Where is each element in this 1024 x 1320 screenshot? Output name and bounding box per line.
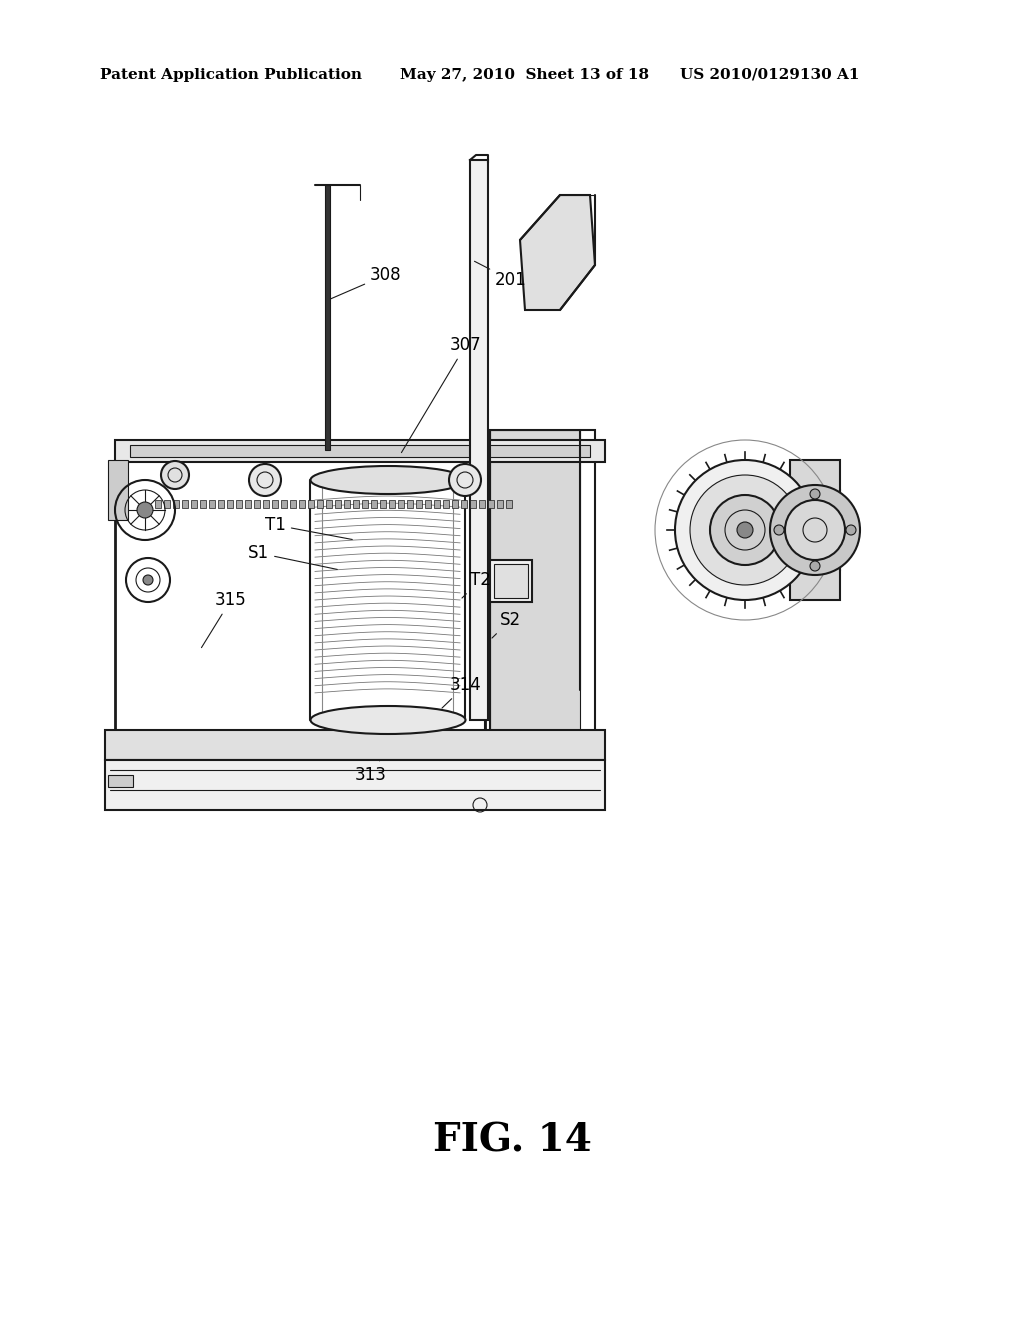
Circle shape (143, 576, 153, 585)
Bar (362, 500, 368, 508)
Circle shape (810, 561, 820, 572)
Bar (389, 500, 395, 508)
Bar (344, 500, 350, 508)
Text: FIG. 14: FIG. 14 (432, 1121, 592, 1159)
Bar (380, 500, 386, 508)
Bar (299, 500, 305, 508)
Polygon shape (520, 195, 595, 310)
Text: S1: S1 (248, 544, 337, 569)
Bar (200, 500, 206, 508)
Bar (470, 500, 476, 508)
Bar (245, 500, 251, 508)
Text: 314: 314 (442, 676, 481, 708)
Bar (105, 760, 605, 810)
Bar (263, 500, 269, 508)
Bar (443, 500, 449, 508)
Bar (209, 500, 215, 508)
Text: US 2010/0129130 A1: US 2010/0129130 A1 (680, 69, 859, 82)
Circle shape (785, 500, 845, 560)
Circle shape (810, 488, 820, 499)
Bar (434, 500, 440, 508)
Bar (182, 500, 188, 508)
Bar (790, 459, 840, 601)
Bar (130, 445, 590, 457)
Text: 307: 307 (401, 337, 481, 453)
Circle shape (770, 484, 860, 576)
Text: T2: T2 (462, 572, 490, 598)
Bar (494, 564, 528, 598)
Bar (272, 500, 278, 508)
Bar (326, 500, 332, 508)
Bar (218, 500, 224, 508)
Circle shape (774, 525, 784, 535)
Circle shape (137, 502, 153, 517)
Circle shape (710, 495, 780, 565)
Bar (155, 500, 161, 508)
Bar (191, 500, 197, 508)
Bar (780, 490, 840, 570)
Bar (425, 500, 431, 508)
Bar (416, 500, 422, 508)
Polygon shape (490, 430, 580, 750)
Bar (290, 500, 296, 508)
Bar (115, 440, 605, 462)
Bar (105, 730, 605, 760)
Bar (227, 500, 233, 508)
Bar (371, 500, 377, 508)
Text: 308: 308 (331, 267, 401, 298)
Bar (488, 500, 494, 508)
Bar (461, 500, 467, 508)
Bar (497, 500, 503, 508)
Bar (108, 775, 133, 787)
Circle shape (449, 465, 481, 496)
Circle shape (846, 525, 856, 535)
Bar (452, 500, 458, 508)
Bar (485, 430, 595, 741)
Bar (335, 500, 341, 508)
Bar (479, 500, 485, 508)
Bar (398, 500, 404, 508)
Bar (353, 500, 359, 508)
Bar (164, 500, 170, 508)
Bar (108, 459, 128, 520)
Text: 315: 315 (202, 591, 247, 648)
Ellipse shape (310, 706, 466, 734)
Bar (490, 560, 532, 602)
Text: 201: 201 (474, 261, 526, 289)
Bar (254, 500, 260, 508)
Circle shape (675, 459, 815, 601)
Text: May 27, 2010  Sheet 13 of 18: May 27, 2010 Sheet 13 of 18 (400, 69, 649, 82)
Circle shape (249, 465, 281, 496)
Bar (470, 160, 488, 719)
Bar (236, 500, 242, 508)
Text: T1: T1 (265, 516, 352, 540)
Bar (115, 440, 485, 760)
Circle shape (737, 521, 753, 539)
Bar (325, 185, 330, 450)
Text: 313: 313 (355, 760, 387, 784)
Bar (317, 500, 323, 508)
Bar (506, 500, 512, 508)
Bar (281, 500, 287, 508)
Text: S2: S2 (492, 611, 521, 638)
Circle shape (161, 461, 189, 488)
Bar (173, 500, 179, 508)
Ellipse shape (310, 466, 466, 494)
Text: Patent Application Publication: Patent Application Publication (100, 69, 362, 82)
Circle shape (690, 475, 800, 585)
Bar (407, 500, 413, 508)
Bar (308, 500, 314, 508)
